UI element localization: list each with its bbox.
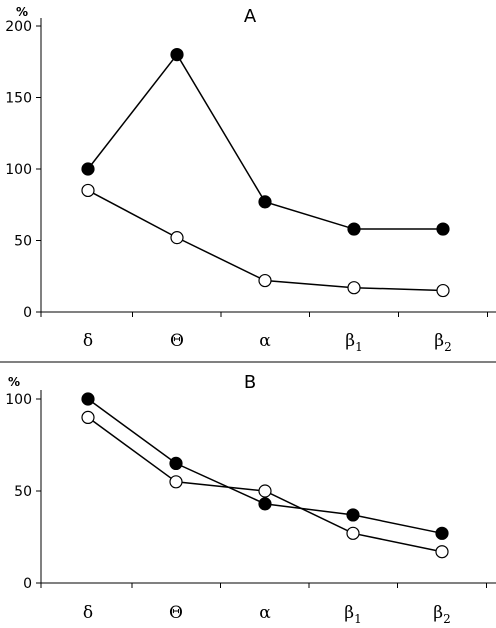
panel-b-series-2-point <box>346 526 360 540</box>
panel-a-series-2-point <box>170 231 184 245</box>
panel-a-series-1-point <box>347 222 361 236</box>
panel-a-series-2-point <box>347 281 361 295</box>
panel-a-category-subscript: 1 <box>355 340 363 354</box>
panel-b-category-main: δ <box>83 603 93 623</box>
panel-b-category-label: β2 <box>433 603 450 626</box>
panel-a-y-tick-label: 150 <box>5 91 32 107</box>
panel-a-title: A <box>244 6 257 27</box>
panel-a-series-2-point <box>81 183 95 198</box>
panel-a-series-1-point <box>258 195 272 209</box>
panel-b-category-main: α <box>259 603 271 623</box>
panel-a-category-main: β <box>345 331 355 351</box>
panel-b-series-1-line <box>87 398 443 535</box>
panel-a-category-main: Θ <box>170 331 184 351</box>
panel-b-y-tick-label: 50 <box>14 484 32 500</box>
panel-b-y-unit: % <box>8 375 20 389</box>
panel-b-category-label: α <box>259 603 271 623</box>
panel-a-category-label: δ <box>83 331 93 351</box>
panel-b-title: B <box>244 372 256 393</box>
panel-a-y-tick-label: 50 <box>14 234 32 250</box>
panel-a-series-2-point <box>258 273 272 288</box>
panel-b-y-tick-label: 0 <box>23 576 32 592</box>
panel-a-category-label: α <box>259 331 271 351</box>
panel-b-category-main: β <box>344 603 354 623</box>
panel-b-series-2-point <box>258 484 272 498</box>
panel-a-category-label: β1 <box>345 331 362 354</box>
panel-a-category-label: Θ <box>170 331 184 351</box>
panel-b-series-1-point <box>435 526 449 540</box>
panel-b-series-1-point <box>169 456 183 470</box>
panel-b-category-label: Θ <box>169 603 183 623</box>
panel-b-series-2-point <box>435 545 449 559</box>
panel-b-category-main: β <box>433 603 443 623</box>
panel-a-y-tick-label: 200 <box>5 19 32 35</box>
panel-a-category-main: β <box>434 331 444 351</box>
panel-b-series-2-point <box>169 475 183 489</box>
panel-a-series-1-point <box>436 222 450 236</box>
panel-a-y-tick-label: 100 <box>5 162 32 178</box>
panel-b-category-subscript: 2 <box>443 612 451 626</box>
panel-b-series-1-point <box>346 508 360 522</box>
panel-a-series-1-point <box>81 162 95 176</box>
panel-b-y-tick-label: 100 <box>5 392 32 408</box>
panel-a-category-main: α <box>259 331 271 351</box>
panel-a-category-subscript: 2 <box>444 340 452 354</box>
panel-b-category-main: Θ <box>169 603 183 623</box>
panel-b-series-2-point <box>81 410 95 424</box>
panel-b-series-1-point <box>258 497 272 511</box>
panel-a-y-unit: % <box>16 5 28 19</box>
panel-b-category-subscript: 1 <box>354 612 362 626</box>
panel-a-category-main: δ <box>83 331 93 351</box>
panel-a-series-1-point <box>170 47 184 62</box>
panel-b-series-1-point <box>81 392 95 406</box>
panel-b-category-label: β1 <box>344 603 361 626</box>
panel-a-y-tick-label: 0 <box>23 305 32 321</box>
panel-a-series-2-point <box>436 283 450 298</box>
panel-a-category-label: β2 <box>434 331 451 354</box>
panel-b-category-label: δ <box>83 603 93 623</box>
